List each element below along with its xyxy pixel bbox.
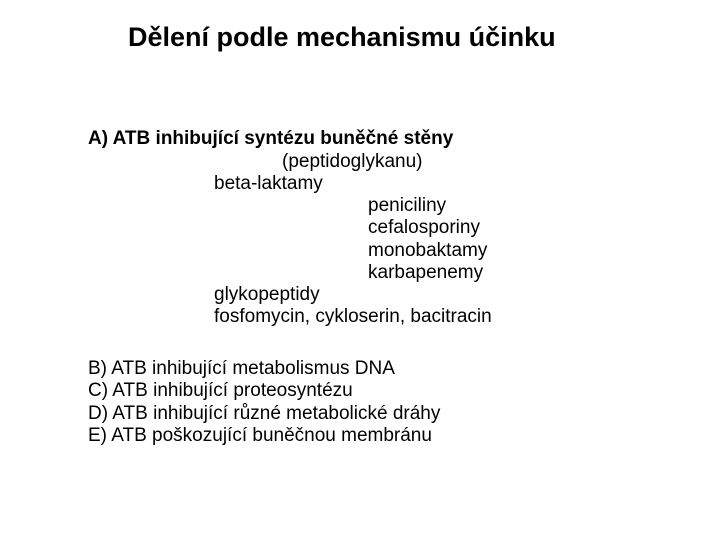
section-e: E) ATB poškozující buněčnou membránu xyxy=(88,425,440,447)
beta-laktamy-sublist: peniciliny cefalosporiny monobaktamy kar… xyxy=(368,195,487,285)
section-d: D) ATB inhibující různé metabolické dráh… xyxy=(88,403,440,425)
subitem-cefalosporiny: cefalosporiny xyxy=(368,217,487,239)
fosfomycin-line: fosfomycin, cykloserin, bacitracin xyxy=(214,306,492,328)
page-title: Dělení podle mechanismu účinku xyxy=(128,22,556,53)
section-b: B) ATB inhibující metabolismus DNA xyxy=(88,358,440,380)
section-a-heading: A) ATB inhibující syntézu buněčné stěny xyxy=(88,128,453,150)
subitem-monobaktamy: monobaktamy xyxy=(368,240,487,262)
beta-laktamy-label: beta-laktamy xyxy=(214,173,323,195)
peptidoglykanu-label: (peptidoglykanu) xyxy=(282,151,422,173)
section-c: C) ATB inhibující proteosyntézu xyxy=(88,380,440,402)
other-sections-list: B) ATB inhibující metabolismus DNA C) AT… xyxy=(88,358,440,448)
subitem-karbapenemy: karbapenemy xyxy=(368,262,487,284)
glykopeptidy-label: glykopeptidy xyxy=(214,284,320,306)
subitem-peniciliny: peniciliny xyxy=(368,195,487,217)
